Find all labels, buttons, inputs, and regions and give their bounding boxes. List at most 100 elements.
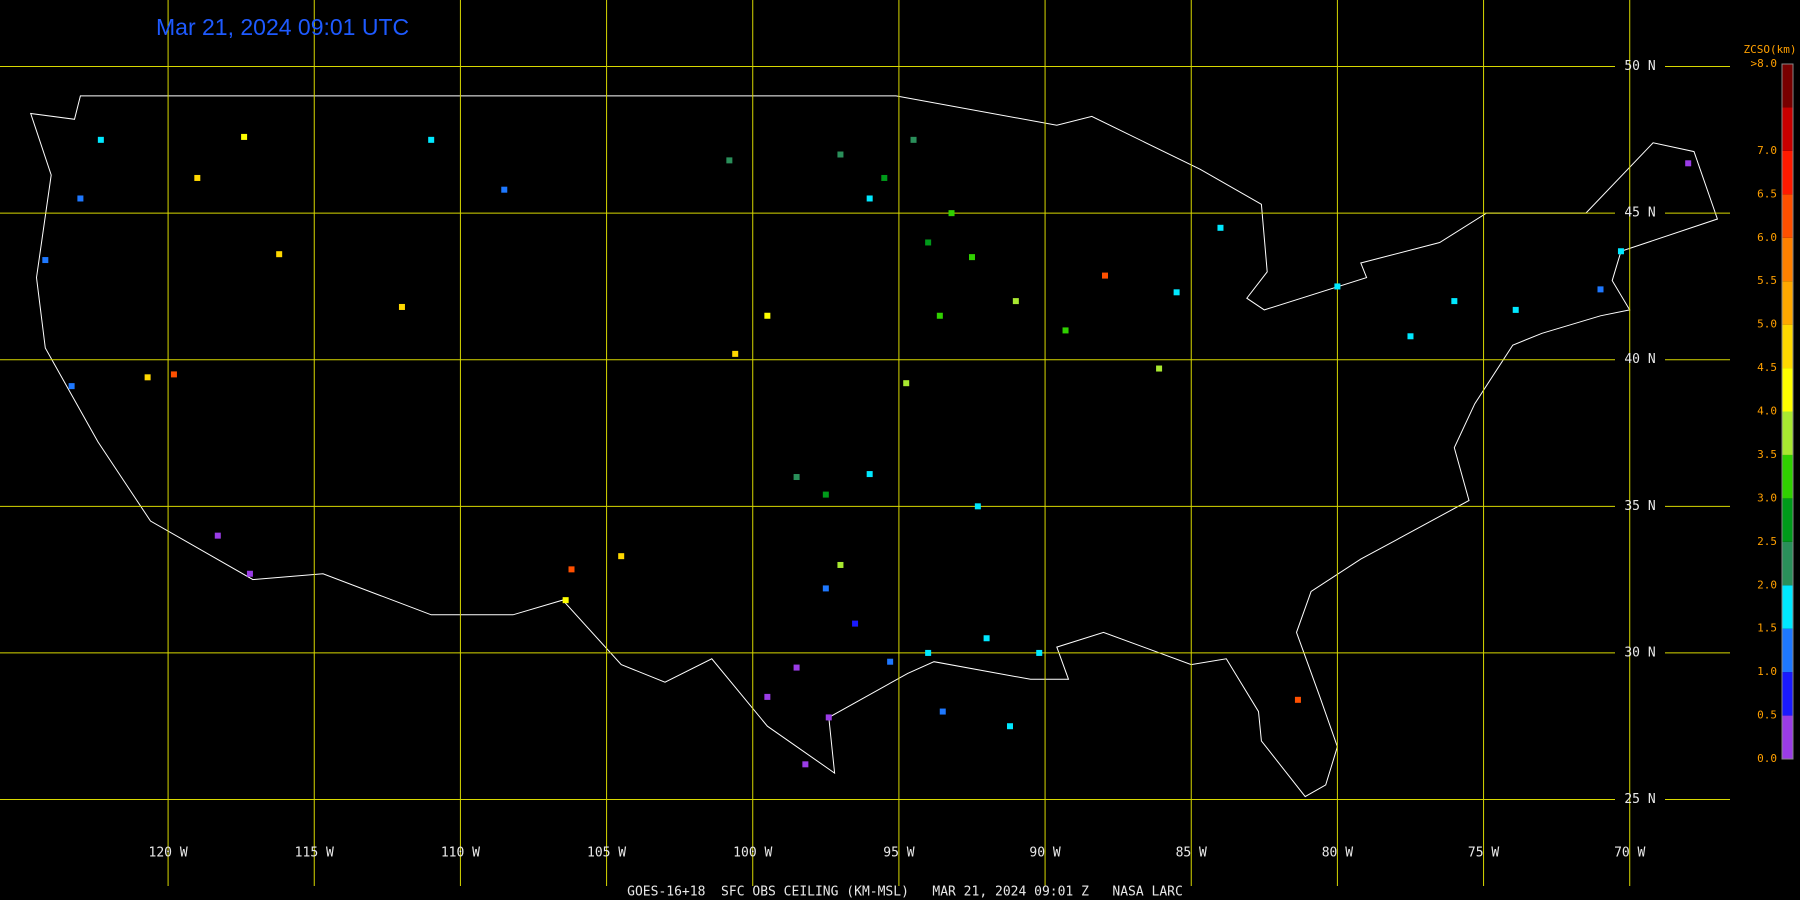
colorbar-label: 0.5 [1757,709,1777,722]
colorbar-title: ZCSO(km) [1744,43,1797,56]
station-obs [1217,224,1224,231]
station-obs [936,312,943,319]
lat-label: 40 N [1624,352,1655,367]
colorbar-label: 3.0 [1757,491,1777,504]
station-obs [881,174,888,181]
colorbar-label: 3.5 [1757,448,1777,461]
lon-label: 80 W [1322,846,1353,861]
colorbar-label: 6.5 [1757,187,1777,200]
station-obs [910,136,917,143]
station-obs [822,585,829,592]
colorbar-label: >8.0 [1751,57,1778,70]
station-obs [77,195,84,202]
station-obs [97,136,104,143]
colorbar-label: 1.0 [1757,665,1777,678]
lon-label: 120 W [149,846,188,861]
coastline-layer [29,95,1719,798]
station-obs [246,570,253,577]
station-obs [194,174,201,181]
station-obs [618,553,625,560]
colorbar-label: 4.0 [1757,405,1777,418]
graticule: 120 W 115 W 110 W 105 W 100 W 95 W 90 W 85 W 80 … [0,0,1730,886]
colorbar-label: 5.5 [1757,274,1777,287]
station-obs [1062,327,1069,334]
station-obs [925,649,932,656]
station-obs [1597,286,1604,293]
colorbar-segment [1782,672,1793,716]
station-obs [241,133,248,140]
colorbar-label: 4.5 [1757,361,1777,374]
station-obs [1156,365,1163,372]
stations [42,133,1692,768]
colorbar-segment [1782,411,1793,455]
lon-label: 115 W [295,846,334,861]
lon-label: 105 W [587,846,626,861]
station-obs [866,195,873,202]
lon-label: 75 W [1468,846,1499,861]
colorbar-segment [1782,628,1793,673]
station-obs [887,658,894,665]
colorbar-segment [1782,194,1793,238]
colorbar-label: 1.5 [1757,622,1777,635]
lat-label: 35 N [1624,499,1655,514]
colorbar-segment [1782,541,1793,586]
colorbar-segment [1782,64,1793,108]
station-obs [793,474,800,481]
station-obs [764,693,771,700]
lon-label: 100 W [733,846,772,861]
station-obs [1036,649,1043,656]
colorbar-label: 6.0 [1757,231,1777,244]
station-obs [398,303,405,310]
colorbar-label: 2.5 [1757,535,1777,548]
station-obs [974,503,981,510]
colorbar-segment [1782,715,1793,759]
lon-label: 95 W [883,846,914,861]
station-obs [764,312,771,319]
station-obs [562,597,569,604]
station-obs [428,136,435,143]
station-obs [1006,723,1013,730]
station-obs [276,251,283,258]
colorbar-frame [1781,63,1794,760]
colorbar: 0.0 0.5 1.0 1.5 2.0 2.5 3.0 3.5 4.0 4.5 5.0 5.5 6.0 6… [1744,43,1797,765]
station-obs [1102,272,1109,279]
station-obs [925,239,932,246]
station-obs [837,151,844,158]
station-obs [501,186,508,193]
colorbar-label: 2.0 [1757,578,1777,591]
station-obs [1334,283,1341,290]
colorbar-segment [1782,585,1793,629]
station-obs [802,761,809,768]
colorbar-segment [1782,498,1793,542]
colorbar-segment [1782,368,1793,412]
station-obs [732,350,739,357]
station-obs [948,210,955,217]
station-obs [1685,160,1692,167]
timestamp: Mar 21, 2024 09:01 UTC [156,14,409,40]
lat-label: 50 N [1624,59,1655,74]
colorbar-segment [1782,237,1793,282]
station-obs [1617,248,1624,255]
station-obs [866,471,873,478]
colorbar-segment [1782,324,1793,369]
station-obs [1407,333,1414,340]
lon-label: 85 W [1176,846,1207,861]
station-obs [793,664,800,671]
footer: GOES-16+18 SFC OBS CEILING (KM-MSL) MAR … [627,885,1183,900]
lat-label: 30 N [1624,645,1655,660]
colorbar-segment [1782,107,1793,151]
station-obs [903,380,910,387]
station-obs [68,383,75,390]
station-obs [1451,298,1458,305]
us-outline [29,95,1719,798]
station-obs [726,157,733,164]
station-obs [837,561,844,568]
station-obs [968,254,975,261]
station-obs [42,257,49,264]
lon-label: 110 W [441,846,480,861]
station-obs [144,374,151,381]
colorbar-segment [1782,150,1793,195]
